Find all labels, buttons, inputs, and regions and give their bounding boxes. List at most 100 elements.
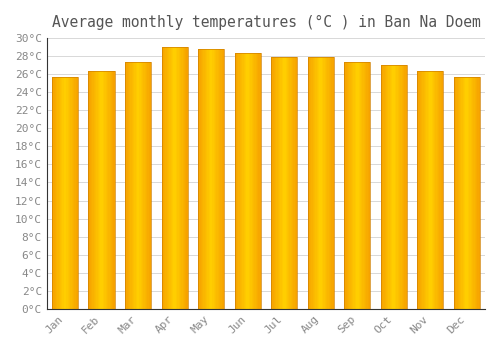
Bar <box>162 47 163 309</box>
Bar <box>180 47 181 309</box>
Bar <box>463 77 464 309</box>
Bar <box>112 71 114 309</box>
Bar <box>357 62 358 309</box>
Bar <box>164 47 166 309</box>
Bar <box>77 77 78 309</box>
Bar <box>54 77 56 309</box>
Bar <box>403 65 404 309</box>
Bar <box>136 62 137 309</box>
Bar <box>395 65 396 309</box>
Bar <box>128 62 129 309</box>
Bar <box>72 77 73 309</box>
Bar <box>460 77 462 309</box>
Bar <box>65 77 66 309</box>
Bar <box>92 71 94 309</box>
Bar <box>324 57 326 309</box>
Bar <box>458 77 459 309</box>
Bar <box>440 71 442 309</box>
Bar <box>464 77 466 309</box>
Bar <box>286 57 287 309</box>
Bar <box>271 57 297 309</box>
Bar <box>391 65 392 309</box>
Bar <box>424 71 425 309</box>
Bar <box>150 62 152 309</box>
Bar <box>210 49 211 309</box>
Bar <box>111 71 112 309</box>
Bar <box>278 57 279 309</box>
Bar <box>98 71 99 309</box>
Bar <box>90 71 91 309</box>
Bar <box>249 54 250 309</box>
Bar <box>258 54 260 309</box>
Bar <box>257 54 258 309</box>
Bar <box>95 71 96 309</box>
Bar <box>236 54 237 309</box>
Bar <box>369 62 370 309</box>
Bar <box>148 62 150 309</box>
Bar <box>133 62 134 309</box>
Bar <box>125 62 126 309</box>
Bar <box>328 57 330 309</box>
Bar <box>102 71 103 309</box>
Bar <box>428 71 429 309</box>
Bar <box>110 71 111 309</box>
Bar <box>142 62 144 309</box>
Bar <box>73 77 74 309</box>
Bar <box>344 62 370 309</box>
Bar <box>52 77 54 309</box>
Bar <box>166 47 167 309</box>
Bar <box>68 77 69 309</box>
Bar <box>260 54 261 309</box>
Bar <box>178 47 180 309</box>
Bar <box>404 65 406 309</box>
Bar <box>244 54 245 309</box>
Bar <box>256 54 257 309</box>
Bar <box>417 71 418 309</box>
Bar <box>308 57 334 309</box>
Bar <box>406 65 407 309</box>
Bar <box>430 71 432 309</box>
Bar <box>330 57 331 309</box>
Bar <box>288 57 290 309</box>
Bar <box>354 62 356 309</box>
Bar <box>107 71 108 309</box>
Bar <box>103 71 104 309</box>
Bar <box>396 65 398 309</box>
Bar <box>386 65 387 309</box>
Bar <box>292 57 294 309</box>
Bar <box>344 62 346 309</box>
Bar <box>280 57 281 309</box>
Bar <box>392 65 394 309</box>
Bar <box>240 54 241 309</box>
Bar <box>418 71 420 309</box>
Bar <box>61 77 62 309</box>
Bar <box>276 57 278 309</box>
Bar <box>125 62 152 309</box>
Bar <box>399 65 400 309</box>
Bar <box>429 71 430 309</box>
Bar <box>126 62 128 309</box>
Bar <box>129 62 130 309</box>
Bar <box>52 77 78 309</box>
Bar <box>422 71 424 309</box>
Bar <box>218 49 219 309</box>
Bar <box>383 65 384 309</box>
Bar <box>271 57 272 309</box>
Bar <box>361 62 362 309</box>
Bar <box>313 57 314 309</box>
Bar <box>296 57 298 309</box>
Bar <box>214 49 215 309</box>
Bar <box>442 71 444 309</box>
Bar <box>223 49 224 309</box>
Bar <box>310 57 312 309</box>
Bar <box>434 71 436 309</box>
Bar <box>212 49 214 309</box>
Bar <box>358 62 360 309</box>
Bar <box>294 57 296 309</box>
Bar <box>186 47 188 309</box>
Bar <box>320 57 322 309</box>
Bar <box>291 57 292 309</box>
Bar <box>137 62 138 309</box>
Bar <box>478 77 480 309</box>
Bar <box>420 71 421 309</box>
